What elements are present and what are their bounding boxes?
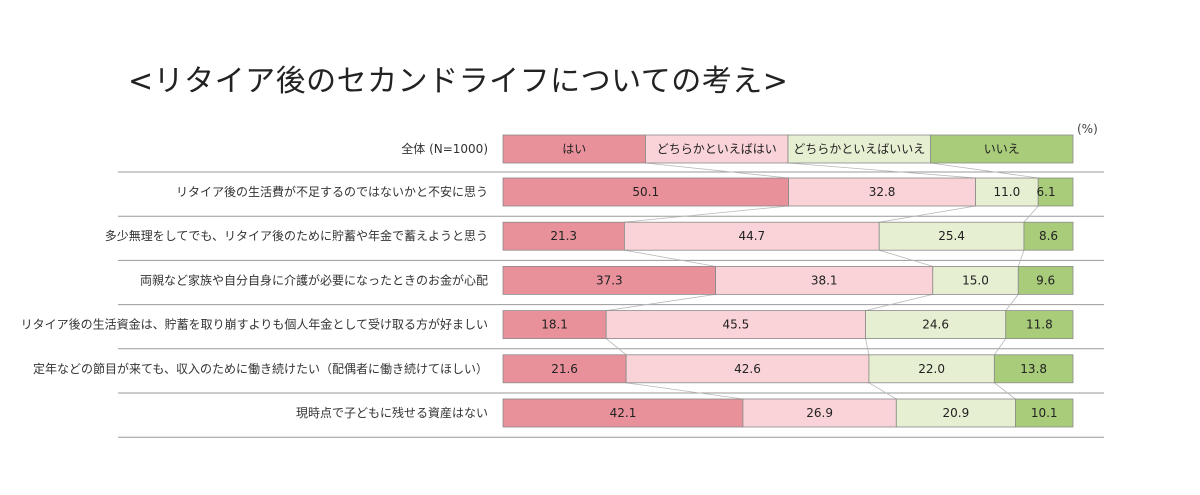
bar-segment	[502, 310, 607, 340]
value-label: 32.8	[869, 185, 896, 199]
series-connector	[605, 338, 627, 356]
series-connector	[645, 162, 789, 179]
series-connector	[626, 382, 744, 400]
series-connector	[879, 249, 933, 267]
series-connector	[1017, 250, 1025, 267]
series-connector	[1023, 205, 1039, 223]
value-label: 11.0	[994, 185, 1021, 199]
series-connector	[994, 382, 1016, 400]
value-label: 44.7	[738, 229, 765, 243]
legend-label: どちらかといえばいいえ	[793, 142, 925, 156]
bar-segments	[502, 134, 1074, 428]
series-connector	[865, 338, 870, 355]
bar-segment	[502, 398, 744, 428]
series-connector	[624, 205, 789, 223]
bar-segment	[502, 221, 625, 251]
legend-swatch	[645, 134, 789, 164]
bar-segment	[1005, 310, 1074, 340]
value-label: 15.0	[962, 273, 989, 287]
connector-lines	[605, 162, 1039, 400]
value-label: 13.8	[1020, 362, 1047, 376]
category-label: 両親など家族や自分自身に介護が必要になったときのお金が心配	[140, 272, 488, 287]
value-label: 10.1	[1031, 406, 1058, 420]
bar-segment	[932, 265, 1019, 295]
legend-row-label: 全体 (N=1000)	[401, 141, 488, 156]
legend-swatch	[930, 134, 1074, 164]
series-connector	[994, 338, 1007, 356]
value-label: 42.6	[734, 362, 761, 376]
bar-segment	[1037, 177, 1074, 207]
chart-title: <リタイア後のセカンドライフについての考え>	[128, 64, 789, 99]
value-label: 24.6	[922, 318, 949, 332]
value-label: 18.1	[541, 318, 568, 332]
bar-segment	[1017, 265, 1074, 295]
bar-segment	[742, 398, 897, 428]
bar-segment	[878, 221, 1025, 251]
bar-segment	[993, 354, 1074, 384]
series-connector	[606, 294, 716, 311]
series-connector	[624, 249, 716, 267]
bar-segment	[502, 354, 627, 384]
series-connector	[868, 382, 897, 400]
series-connector	[787, 162, 976, 179]
category-label: 定年などの節目が来ても、収入のために働き続けたい（配偶者に働き続けてほしい）	[33, 361, 488, 376]
value-label: 11.8	[1026, 318, 1053, 332]
bar-segment	[788, 177, 976, 207]
separator-lines	[118, 171, 1104, 438]
value-label: 50.1	[632, 185, 659, 199]
series-connector	[865, 294, 933, 311]
value-label: 6.1	[1037, 185, 1056, 199]
bar-segment	[624, 221, 880, 251]
value-label: 42.1	[610, 406, 637, 420]
category-label: リタイア後の生活資金は、貯蓄を取り崩すよりも個人年金として受け取る方が好ましい	[21, 317, 488, 332]
value-label: 22.0	[918, 362, 945, 376]
value-label: 20.9	[943, 406, 970, 420]
category-label: リタイア後の生活費が不足するのではないかと不安に思う	[176, 184, 488, 199]
value-label: 26.9	[806, 406, 833, 420]
value-label: 45.5	[722, 318, 749, 332]
value-label: 8.6	[1039, 229, 1058, 243]
legend-label: どちらかといえばはい	[657, 142, 777, 156]
value-label: 9.6	[1036, 273, 1055, 287]
bar-segment	[605, 310, 866, 340]
category-labels: 全体 (N=1000) リタイア後の生活費が不足するのではないかと不安に思う多少無…	[21, 141, 488, 420]
category-label: 現時点で子どもに残せる資産はない	[296, 405, 488, 420]
legend-swatch	[787, 134, 931, 164]
value-labels: はい どちらかといえばはい どちらかといえばいいえ いいえ 50.1 32.8 11.0 6.…	[541, 142, 1058, 420]
bar-segment	[715, 265, 934, 295]
value-label: 21.6	[551, 362, 578, 376]
series-connector	[879, 205, 976, 223]
legend-label: いいえ	[984, 142, 1020, 156]
series-connector	[930, 162, 1039, 179]
bar-segment	[1023, 221, 1074, 251]
value-label: 37.3	[596, 273, 623, 287]
legend-swatch	[502, 134, 646, 164]
value-label: 21.3	[550, 229, 577, 243]
bar-segment	[895, 398, 1016, 428]
value-label: 25.4	[938, 229, 965, 243]
bar-segment	[502, 177, 789, 207]
unit-label: (%)	[1077, 122, 1098, 136]
legend-label: はい	[562, 142, 586, 156]
value-label: 38.1	[811, 273, 838, 287]
category-label: 多少無理をしてでも、リタイア後のために貯蓄や年金で蓄えようと思う	[105, 228, 488, 243]
bar-segment	[1015, 398, 1074, 428]
series-connector	[1005, 294, 1019, 311]
